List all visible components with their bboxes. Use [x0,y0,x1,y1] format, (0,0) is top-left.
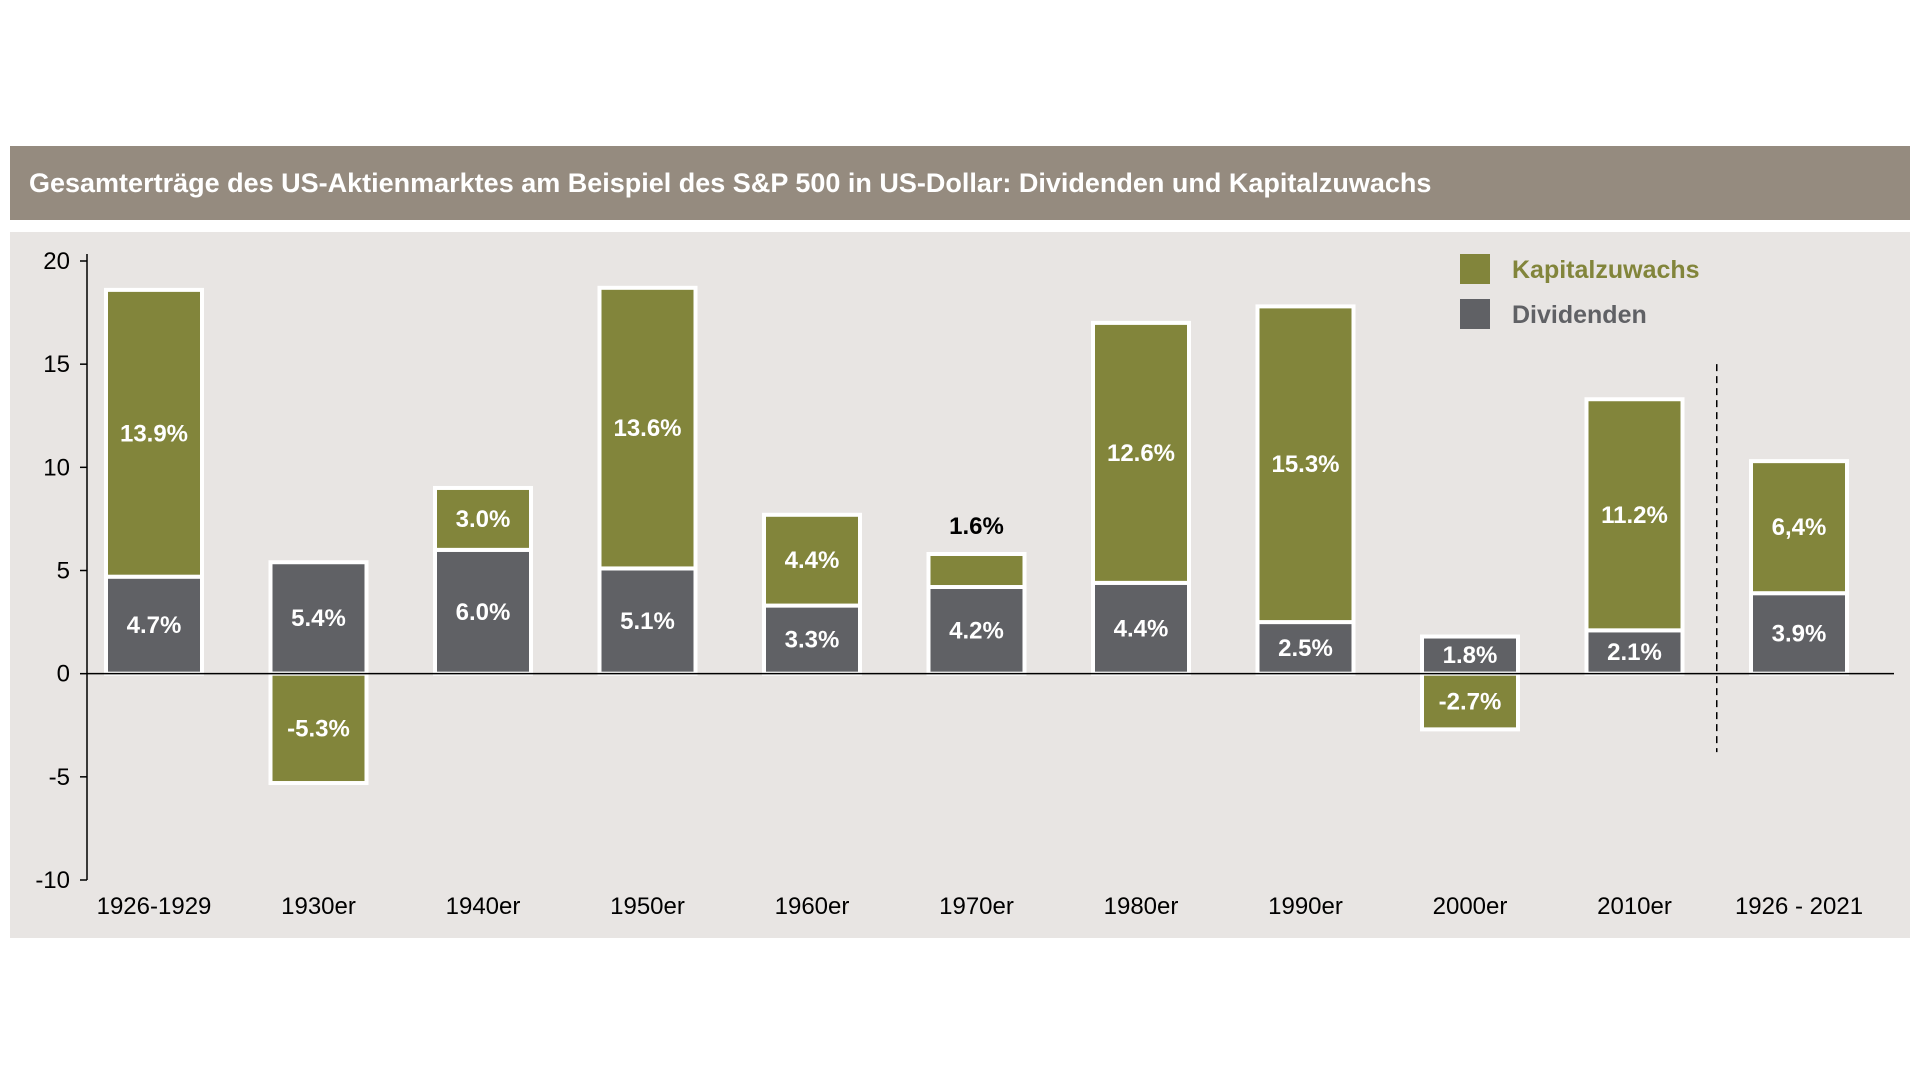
data-label-kapitalzuwachs: 1.6% [949,513,1004,540]
chart-panel: -10 -5 0 5 10 15 20 4.7% 13.9% 1926-1929 5.4% -5.3%… [10,232,1910,938]
data-label-kapitalzuwachs: 6,4% [1772,514,1827,541]
x-tick-label: 1950er [610,893,685,920]
bar-kapitalzuwachs [1749,459,1849,596]
y-tick-label: 10 [43,454,70,481]
data-label-dividenden: 3.3% [785,627,840,654]
bar-kapitalzuwachs [762,512,862,608]
legend-swatch-dividenden [1460,299,1490,329]
x-tick-label: 1980er [1104,893,1179,920]
y-tick-label: -10 [35,867,70,894]
data-label-kapitalzuwachs: 11.2% [1601,502,1668,529]
bar-kapitalzuwachs [104,287,204,579]
bar-kapitalzuwachs [433,485,533,552]
data-label-dividenden: 4.2% [949,617,1004,644]
data-label-kapitalzuwachs: -5.3% [287,715,350,742]
data-label-dividenden: 5.1% [620,608,675,635]
x-tick-label: 1926 - 2021 [1735,893,1863,920]
data-label-kapitalzuwachs: 13.6% [613,415,681,442]
data-label-kapitalzuwachs: 13.9% [120,420,188,447]
y-tick-label: -5 [49,764,70,791]
bar-kapitalzuwachs [1584,397,1685,633]
bar-dividenden [268,560,369,676]
data-label-dividenden: 5.4% [291,605,346,632]
x-tick-label: 1940er [446,893,521,920]
data-label-dividenden: 2.5% [1278,635,1333,662]
x-tick-label: 1990er [1268,893,1343,920]
data-label-kapitalzuwachs: 3.0% [456,506,511,533]
y-tick-label: 15 [43,351,70,378]
x-tick-label: 1970er [939,893,1014,920]
data-label-dividenden: 1.8% [1443,642,1498,669]
bar-kapitalzuwachs [597,285,698,571]
data-label-kapitalzuwachs: 12.6% [1107,440,1175,467]
x-tick-label: 2010er [1597,893,1672,920]
bar-kapitalzuwachs [1255,304,1356,625]
data-label-dividenden: 2.1% [1607,639,1662,666]
legend-label-kapitalzuwachs: Kapitalzuwachs [1512,256,1700,284]
bar-kapitalzuwachs [1091,320,1191,585]
data-label-kapitalzuwachs: -2.7% [1439,689,1502,716]
data-label-dividenden: 6.0% [456,599,511,626]
legend-label-dividenden: Dividenden [1512,301,1647,329]
chart-title-bar: Gesamterträge des US-Aktienmarktes am Be… [10,146,1910,220]
data-label-dividenden: 4.4% [1114,615,1169,642]
y-tick-label: 5 [57,558,70,585]
data-label-dividenden: 3.9% [1772,620,1827,647]
legend-swatch-kapitalzuwachs [1460,254,1490,284]
y-tick-label: 20 [43,248,70,275]
x-tick-label: 1930er [281,893,356,920]
data-label-dividenden: 4.7% [127,612,182,639]
chart-title: Gesamterträge des US-Aktienmarktes am Be… [29,167,1432,198]
y-tick-label: 0 [57,661,70,688]
bar-dividenden [1749,591,1849,676]
bar-dividenden [104,574,204,676]
x-tick-label: 1926-1929 [97,893,212,920]
chart-svg: -10 -5 0 5 10 15 20 4.7% 13.9% 1926-1929 5.4% -5.3%… [35,248,1894,920]
x-tick-label: 1960er [775,893,850,920]
bar-kapitalzuwachs [926,551,1027,590]
data-label-kapitalzuwachs: 4.4% [785,547,840,574]
bar-dividenden [1584,628,1685,676]
x-tick-label: 2000er [1433,893,1508,920]
data-label-kapitalzuwachs: 15.3% [1271,451,1339,478]
